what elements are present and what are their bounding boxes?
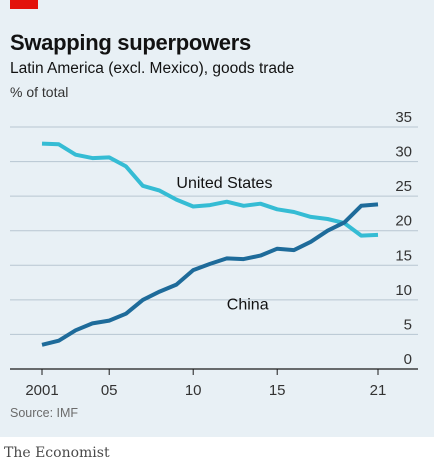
y-tick-label-20: 20	[395, 213, 412, 230]
brand-accent-bar	[10, 0, 38, 9]
publisher-brand: The Economist	[4, 445, 110, 461]
x-tick-label-2001: 2001	[25, 382, 58, 399]
y-tick-label-10: 10	[395, 282, 412, 299]
series-label-united-states: United States	[176, 175, 272, 192]
x-tick-label-05: 05	[101, 382, 118, 399]
chart-title: Swapping superpowers	[10, 30, 251, 55]
y-tick-label-15: 15	[395, 247, 412, 264]
chart-subtitle: Latin America (excl. Mexico), goods trad…	[10, 60, 295, 77]
x-axis-ticks: 2001 05 10 15 21	[25, 369, 386, 399]
y-tick-label-25: 25	[395, 178, 412, 195]
series-labels: United States China	[176, 175, 272, 314]
series-lines	[41, 141, 379, 347]
y-tick-label-35: 35	[395, 110, 412, 126]
gridlines	[10, 126, 418, 370]
chart-unit-label: % of total	[10, 84, 69, 100]
series-line-china	[41, 202, 379, 347]
y-tick-label-0: 0	[404, 351, 412, 368]
x-tick-label-15: 15	[269, 382, 286, 399]
x-tick-label-10: 10	[185, 382, 202, 399]
chart-panel: Swapping superpowers Latin America (excl…	[0, 0, 434, 437]
source-note: Source: IMF	[10, 406, 79, 420]
y-tick-label-30: 30	[395, 144, 412, 161]
series-label-china: China	[227, 297, 269, 314]
y-tick-label-5: 5	[404, 316, 412, 333]
y-axis-tick-labels: 0 5 10 15 20 25 30 35	[395, 110, 412, 368]
x-tick-label-21: 21	[370, 382, 387, 399]
series-line-united-states	[41, 141, 379, 238]
